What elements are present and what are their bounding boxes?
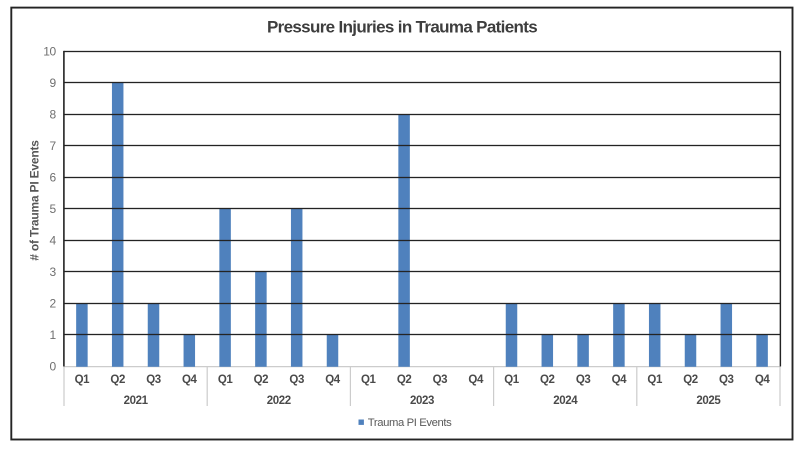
svg-text:Trauma PI Events: Trauma PI Events [368, 417, 452, 429]
svg-text:Q4: Q4 [755, 374, 771, 386]
svg-text:5: 5 [50, 202, 57, 216]
svg-text:2021: 2021 [124, 395, 149, 407]
svg-text:Q1: Q1 [504, 374, 520, 386]
svg-text:Q3: Q3 [146, 374, 161, 386]
svg-text:7: 7 [50, 139, 57, 153]
svg-text:2: 2 [50, 296, 57, 310]
svg-text:3: 3 [50, 265, 57, 279]
svg-text:10: 10 [43, 44, 56, 58]
svg-text:2025: 2025 [696, 395, 721, 407]
svg-text:Q3: Q3 [433, 374, 448, 386]
svg-text:0: 0 [50, 359, 57, 373]
svg-text:Q2: Q2 [110, 374, 125, 386]
svg-text:Q1: Q1 [361, 374, 377, 386]
svg-text:Q3: Q3 [289, 374, 304, 386]
svg-text:Q1: Q1 [647, 374, 663, 386]
svg-text:Q3: Q3 [576, 374, 591, 386]
svg-text:2022: 2022 [267, 395, 291, 407]
svg-text:Q2: Q2 [254, 374, 269, 386]
svg-text:1: 1 [50, 328, 57, 342]
svg-text:Q4: Q4 [468, 374, 484, 386]
svg-text:# of Trauma PI Events: # of Trauma PI Events [28, 140, 42, 261]
svg-text:2023: 2023 [410, 395, 434, 407]
svg-text:Q4: Q4 [612, 374, 628, 386]
svg-text:4: 4 [50, 233, 57, 247]
svg-text:8: 8 [50, 107, 57, 121]
svg-text:Q4: Q4 [182, 374, 198, 386]
svg-text:Q2: Q2 [540, 374, 555, 386]
svg-text:Q2: Q2 [397, 374, 412, 386]
svg-text:Q4: Q4 [325, 374, 341, 386]
svg-text:Q2: Q2 [683, 374, 698, 386]
svg-text:Q3: Q3 [719, 374, 734, 386]
svg-text:6: 6 [50, 170, 57, 184]
svg-text:2024: 2024 [553, 395, 578, 407]
svg-text:Q1: Q1 [75, 374, 91, 386]
svg-text:Pressure Injuries in Trauma Pa: Pressure Injuries in Trauma Patients [267, 18, 537, 37]
svg-text:Q1: Q1 [218, 374, 234, 386]
svg-text:9: 9 [50, 76, 57, 90]
